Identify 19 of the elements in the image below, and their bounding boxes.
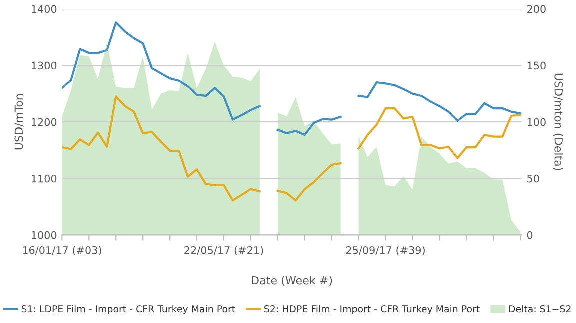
y-axis-title: USD/mTon [14, 94, 24, 150]
y-tick-label: 1300 [32, 62, 57, 70]
y2-axis-title: USD/mton (Delta) [553, 74, 564, 170]
y2-tick-label: 100 [528, 118, 546, 126]
y-tick-label: 1200 [32, 118, 57, 126]
y2-tick-label: 0 [527, 231, 533, 240]
y2-tick-label: 200 [527, 5, 546, 14]
legend-label: Delta: S1−S2 [509, 305, 571, 313]
legend-label: S2: HDPE Film - Import - CFR Turkey Main Port [264, 305, 480, 314]
y2-tick-label: 150 [528, 62, 546, 70]
y-tick-label: 1100 [32, 174, 57, 183]
x-tick-label: 22/05/17 (#21) [184, 246, 264, 256]
x-tick-label: 25/09/17 (#39) [346, 246, 425, 256]
x-axis-title: Date (Week #) [252, 276, 332, 286]
legend-label: S1: LDPE Film - Import - CFR Turkey Main Port [22, 305, 236, 314]
x-tick-label: 16/01/17 (#03) [23, 246, 102, 256]
y-tick-label: 1400 [32, 5, 57, 14]
y2-tick-label: 50 [528, 174, 540, 183]
y-tick-label: 1000 [32, 231, 57, 240]
